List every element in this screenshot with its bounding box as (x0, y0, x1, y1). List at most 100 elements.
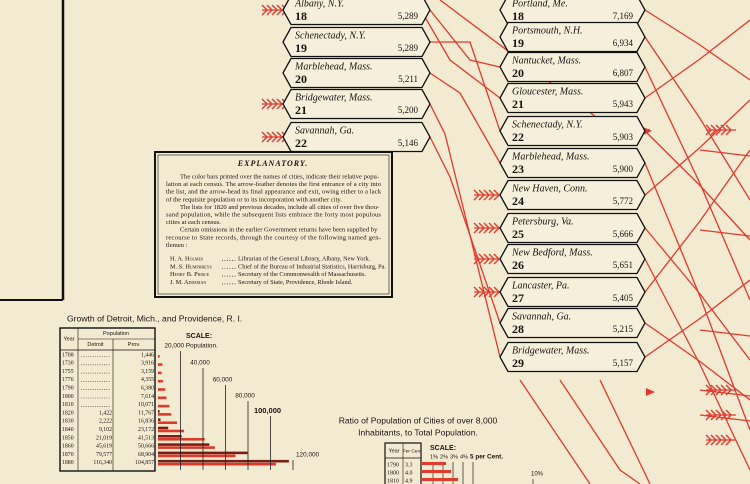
city-rank: 18 (295, 9, 307, 23)
connector (429, 72, 501, 164)
connector (599, 379, 651, 484)
scale-tick-label: 120,000 (296, 452, 320, 459)
table-value: 16,836 (138, 419, 154, 425)
city-rank: 21 (512, 97, 524, 111)
city-population: 5,289 (398, 11, 419, 21)
city-population: 5,146 (398, 138, 419, 148)
table-header: Per Cent (403, 448, 423, 454)
table-year: 1860 (62, 444, 74, 450)
table-year: 1708 (62, 352, 74, 358)
city-box (499, 147, 646, 179)
table-value: 104,857 (135, 460, 154, 466)
explanatory-text: The lists for 1820 and previous decades,… (180, 204, 379, 211)
city-rank: 22 (295, 136, 307, 150)
growth-bar (158, 454, 236, 458)
connector (429, 103, 501, 358)
city-name: Marblehead, Mass. (511, 151, 590, 162)
scale-label: SCALE: (186, 333, 212, 340)
growth-bar (158, 363, 163, 366)
table-header: Year (63, 336, 74, 342)
growth-bar (158, 404, 170, 408)
table-value: 7,614 (141, 394, 154, 400)
table-year: 1776 (62, 377, 74, 383)
city-box (499, 243, 646, 275)
city-name: Lancaster, Pa. (511, 280, 570, 291)
ratio-title: Ratio of Population of Cities of over 8,… (339, 415, 498, 425)
scale-tick-label: 100,000 (254, 406, 281, 415)
table-value: 45,619 (96, 444, 112, 450)
table-header: Year (388, 448, 399, 454)
city-name: Schenectady, N.Y. (512, 119, 583, 130)
city-name: New Haven, Conn. (511, 183, 588, 194)
table-value: 68,904 (138, 452, 154, 458)
scale-tick-label: 40,000 (190, 360, 210, 367)
explanatory-box-inner (157, 154, 390, 295)
growth-bar (158, 446, 215, 449)
scale-label: SCALE: (430, 445, 456, 452)
growth-bar (158, 443, 210, 446)
explanatory-text: The color bars printed over the names of… (180, 174, 379, 181)
connector (644, 162, 750, 431)
city-name: Bridgewater, Mass. (295, 92, 373, 103)
connector (699, 414, 750, 422)
connector (644, 322, 750, 401)
connector (644, 99, 750, 196)
growth-bar (158, 388, 166, 391)
ratio-far-label: 10% (531, 472, 544, 478)
city-box (282, 121, 431, 153)
growth-bar (158, 413, 172, 416)
city-box (499, 307, 646, 339)
table-year: 1850 (62, 435, 74, 441)
table-value: 2,222 (99, 419, 112, 425)
connector (644, 9, 750, 81)
table-value: 6,380 (141, 386, 154, 392)
scale-tick-label: 60,000 (213, 377, 233, 384)
city-name: Gloucester, Mass. (512, 86, 583, 97)
table-value: 79,577 (96, 452, 112, 458)
ratio-scale-label: 2% (440, 454, 448, 460)
table-cell: 4.0 (405, 470, 413, 476)
city-rank: 29 (512, 356, 524, 370)
table-value: 23,172 (138, 427, 154, 433)
table-year: 1730 (62, 361, 74, 367)
scale-tick-label: 80,000 (235, 393, 255, 400)
city-population: 5,943 (613, 99, 634, 109)
arrow-head (646, 388, 655, 396)
credit-name: M. S. Humphreys (170, 263, 212, 270)
city-population: 5,651 (613, 260, 633, 270)
connector (414, 0, 501, 99)
city-box (499, 21, 646, 53)
table-cell: 1800 (387, 470, 399, 476)
table-year: 1830 (62, 419, 74, 425)
table-year: 1880 (62, 460, 74, 466)
table-header: Detroit (87, 342, 104, 348)
table-year: 1755 (62, 369, 74, 375)
explanatory-text: tlemen : (166, 242, 188, 249)
growth-bar (158, 429, 185, 433)
city-population: 5,215 (613, 324, 634, 334)
city-name: Nantucket, Mass. (511, 55, 581, 66)
city-box (499, 276, 646, 308)
city-rank: 28 (512, 322, 524, 336)
connector (644, 19, 750, 99)
explanatory-box (154, 151, 393, 298)
connector (559, 379, 641, 484)
table-header: Prov. (128, 342, 141, 348)
city-population: 6,934 (613, 38, 634, 48)
table-value: 3,159 (141, 369, 154, 375)
growth-bar (158, 410, 160, 413)
city-population: 5,157 (613, 358, 634, 368)
connector (644, 149, 750, 293)
ratio-scale-label: 1% (430, 454, 438, 460)
city-name: Portsmouth, N.H. (511, 25, 583, 36)
city-box (282, 26, 431, 58)
city-rank: 22 (512, 130, 524, 144)
growth-bar (158, 438, 205, 441)
table-value: 1,446 (141, 352, 154, 358)
table-value: 50,666 (138, 444, 154, 450)
table-cell: 4.9 (405, 478, 413, 484)
city-rank: 20 (295, 72, 307, 86)
table-value: 9,102 (99, 427, 112, 433)
table-value: 3,916 (141, 361, 154, 367)
